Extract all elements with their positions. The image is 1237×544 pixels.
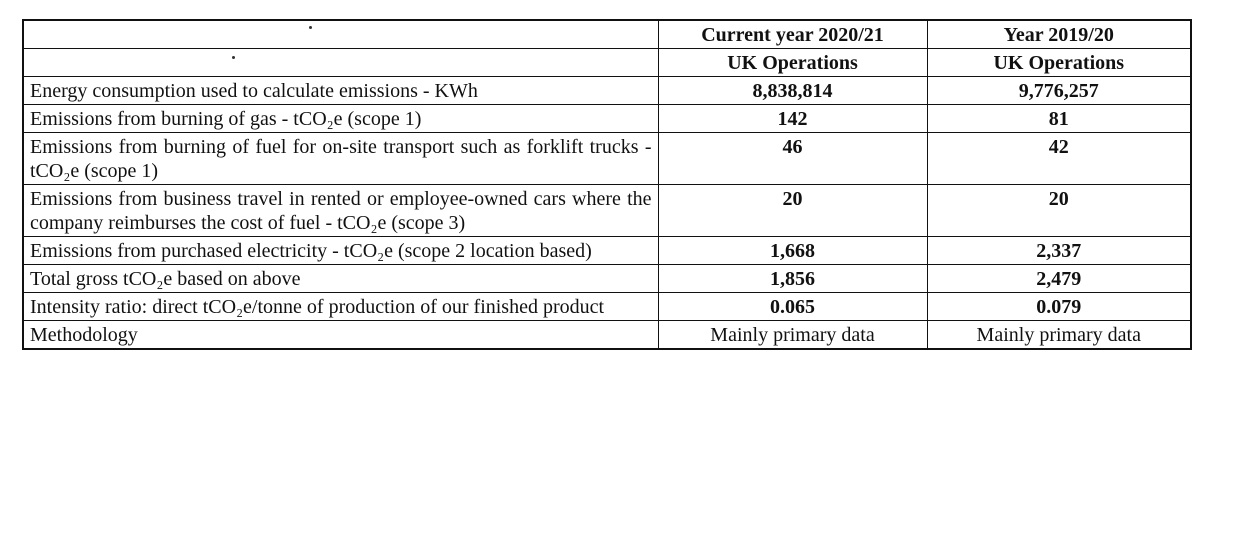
header-current-scope: UK Operations <box>657 48 928 77</box>
previous-year-value: 42 <box>926 132 1192 185</box>
header-current-year: Current year 2020/21 <box>657 19 928 49</box>
emissions-table: Current year 2020/21 Year 2019/20 UK Ope… <box>22 19 1192 350</box>
row-label: Intensity ratio: direct tCO₂e/tonne of p… <box>22 292 659 321</box>
table-row: Emissions from purchased electricity - t… <box>22 236 1192 265</box>
header-row-year: Current year 2020/21 Year 2019/20 <box>22 19 1192 49</box>
current-year-value: 0.065 <box>657 292 928 321</box>
row-label: Total gross tCO₂e based on above <box>22 264 659 293</box>
table-row: Total gross tCO₂e based on above 1,856 2… <box>22 264 1192 293</box>
table-row: Emissions from business travel in rented… <box>22 184 1192 237</box>
table-row: Emissions from burning of fuel for on-si… <box>22 132 1192 185</box>
previous-year-methodology: Mainly primary data <box>926 320 1192 350</box>
header-empty-cell <box>22 48 659 77</box>
header-previous-scope: UK Operations <box>926 48 1192 77</box>
scan-speck <box>232 56 235 59</box>
scan-speck <box>309 26 312 29</box>
current-year-value: 1,856 <box>657 264 928 293</box>
previous-year-value: 20 <box>926 184 1192 237</box>
header-previous-year: Year 2019/20 <box>926 19 1192 49</box>
table-row: Energy consumption used to calculate emi… <box>22 76 1192 105</box>
row-label: Emissions from burning of fuel for on-si… <box>22 132 659 185</box>
current-year-value: 8,838,814 <box>657 76 928 105</box>
row-label: Emissions from burning of gas - tCO₂e (s… <box>22 104 659 133</box>
current-year-value: 142 <box>657 104 928 133</box>
row-label: Energy consumption used to calculate emi… <box>22 76 659 105</box>
previous-year-value: 81 <box>926 104 1192 133</box>
row-label: Emissions from purchased electricity - t… <box>22 236 659 265</box>
table-row: Emissions from burning of gas - tCO₂e (s… <box>22 104 1192 133</box>
current-year-value: 1,668 <box>657 236 928 265</box>
previous-year-value: 2,337 <box>926 236 1192 265</box>
current-year-value: 20 <box>657 184 928 237</box>
row-label: Emissions from business travel in rented… <box>22 184 659 237</box>
previous-year-value: 0.079 <box>926 292 1192 321</box>
table-row: Intensity ratio: direct tCO₂e/tonne of p… <box>22 292 1192 321</box>
current-year-value: 46 <box>657 132 928 185</box>
table-row: Methodology Mainly primary data Mainly p… <box>22 320 1192 350</box>
header-row-scope: UK Operations UK Operations <box>22 48 1192 77</box>
header-empty-cell <box>22 19 659 49</box>
previous-year-value: 2,479 <box>926 264 1192 293</box>
row-label: Methodology <box>22 320 659 350</box>
emissions-table-container: Current year 2020/21 Year 2019/20 UK Ope… <box>22 19 1192 350</box>
previous-year-value: 9,776,257 <box>926 76 1192 105</box>
current-year-methodology: Mainly primary data <box>657 320 928 350</box>
